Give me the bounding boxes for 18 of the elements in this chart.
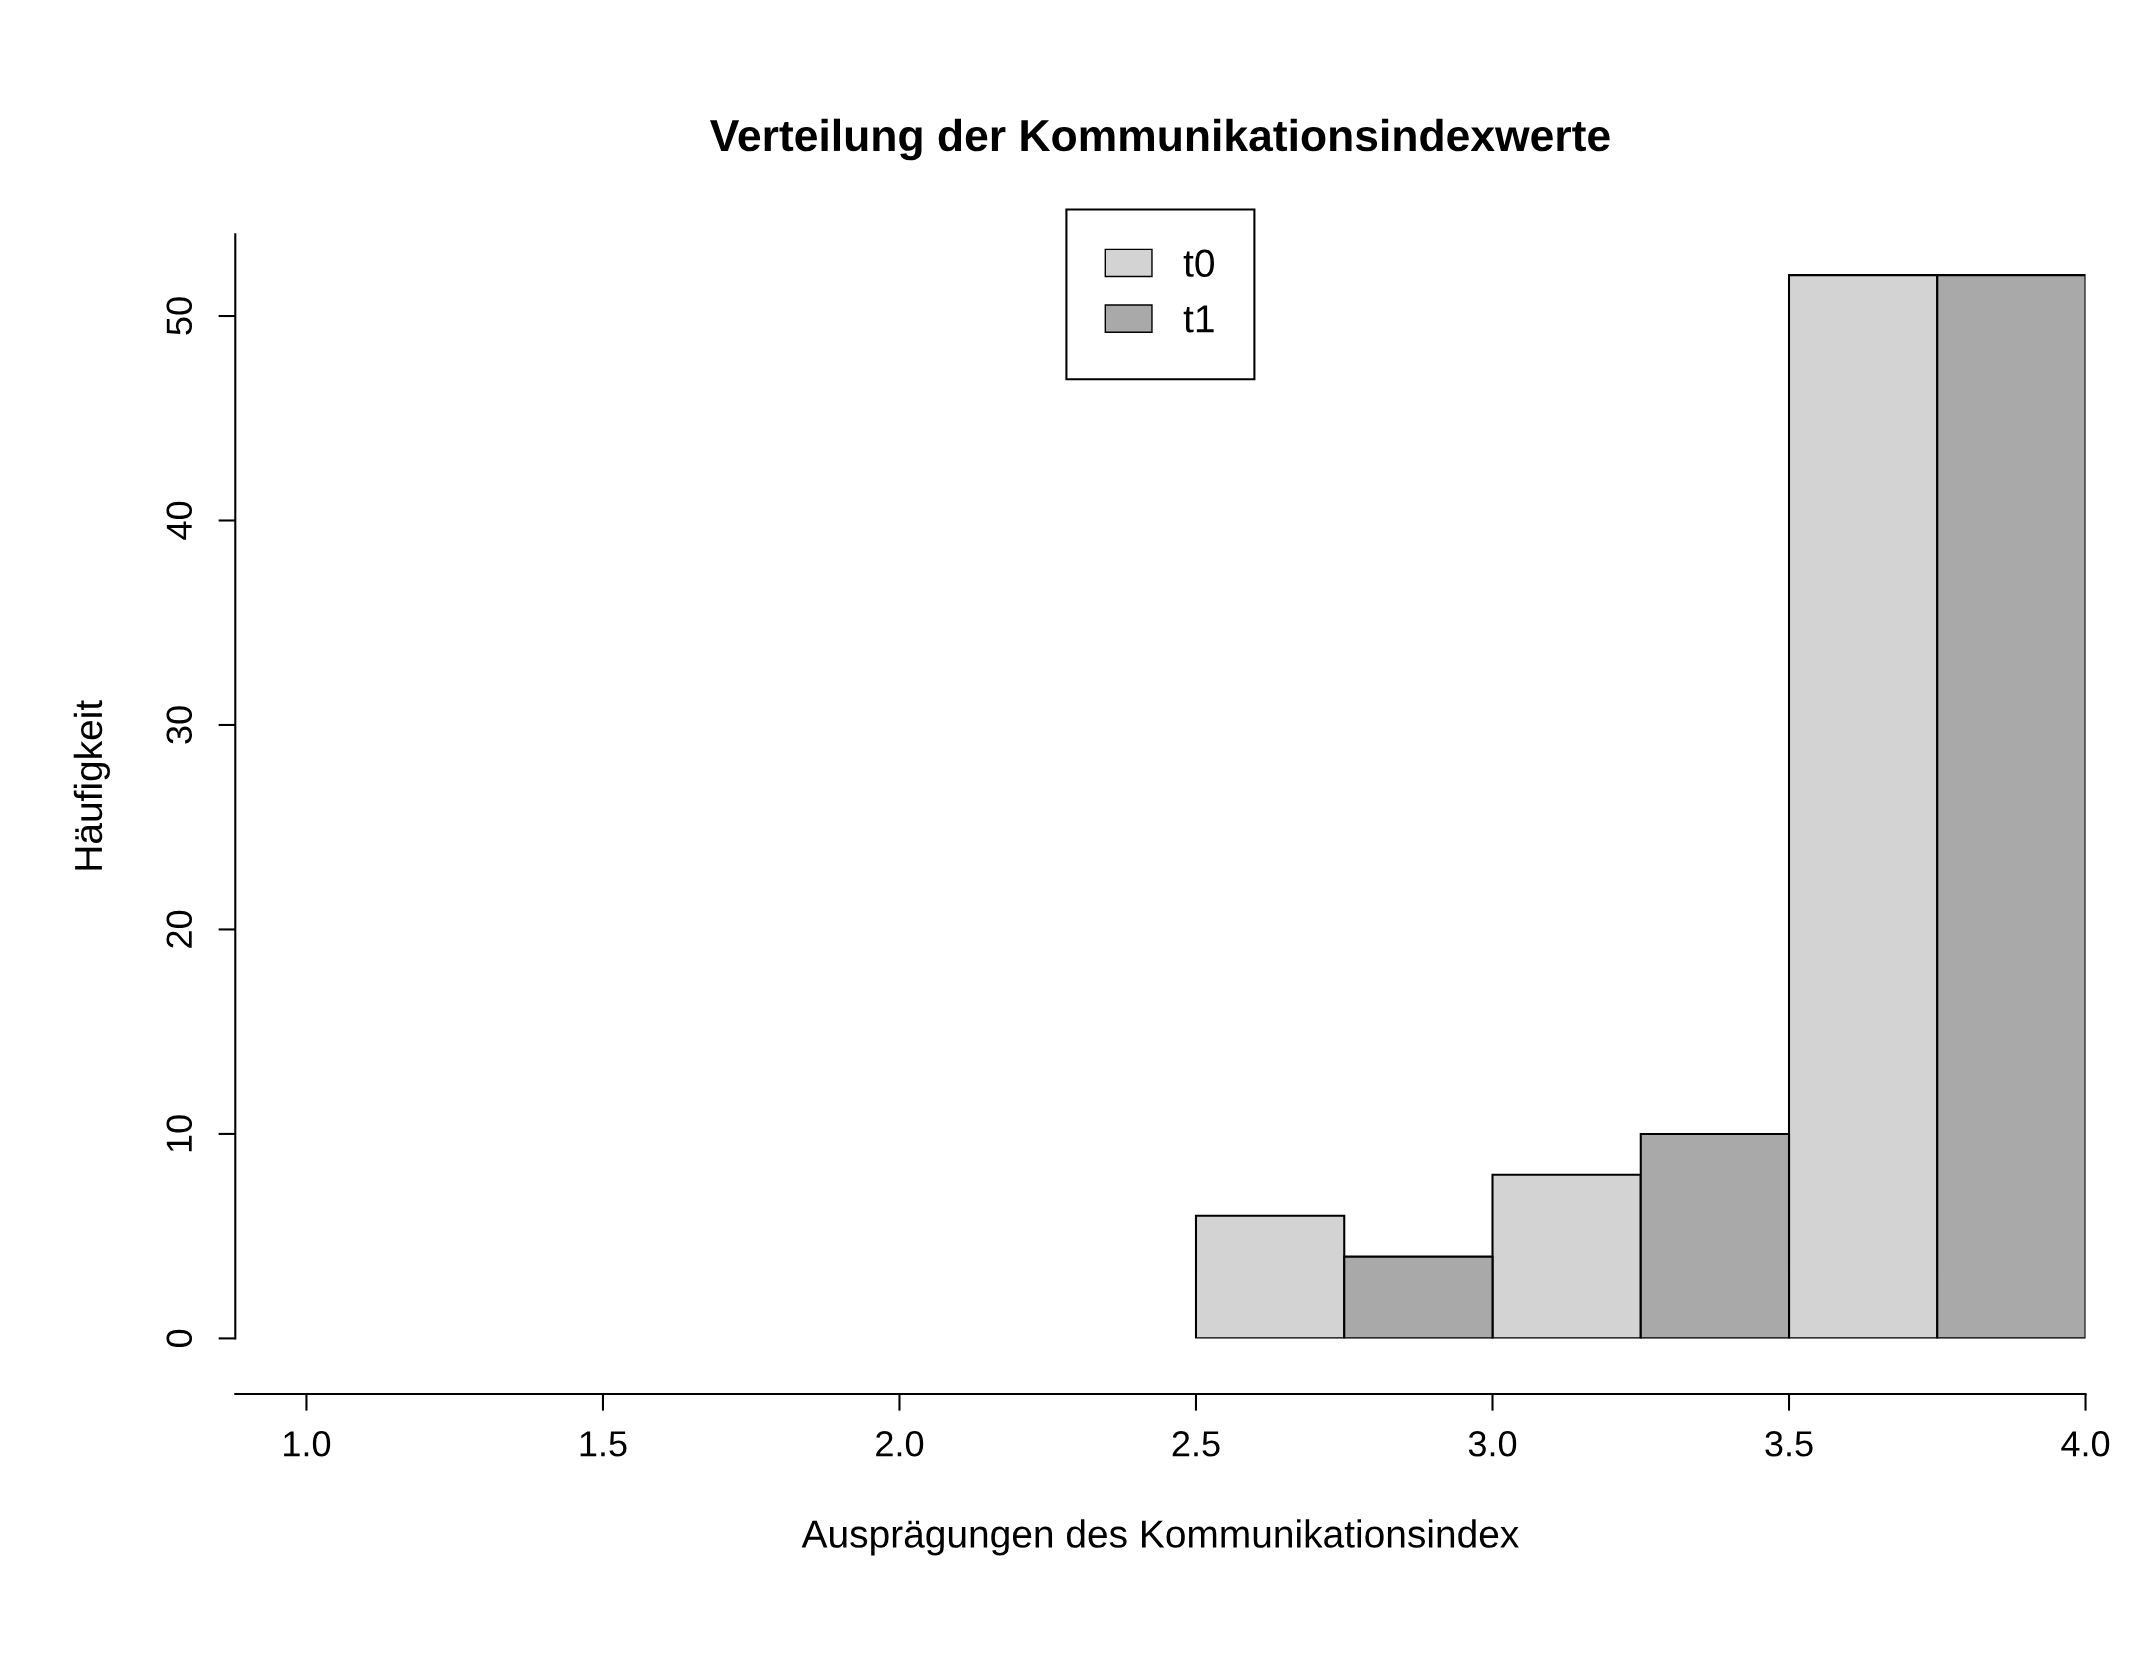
x-tick-label: 3.0 — [1468, 1431, 1517, 1457]
x-tick-label: 2.0 — [876, 1431, 924, 1457]
y-tick-label: 0 — [166, 1329, 193, 1348]
y-tick-label: 20 — [166, 910, 193, 948]
y-tick-label: 30 — [166, 706, 193, 744]
x-tick-label: 1.0 — [284, 1431, 331, 1457]
legend-label: t0 — [1183, 249, 1214, 277]
x-tick-label: 2.5 — [1172, 1431, 1220, 1457]
y-tick-label: 10 — [166, 1115, 193, 1152]
x-tick-label: 3.5 — [1765, 1431, 1813, 1457]
x-axis-title: Ausprägungen des Kommunikationsindex — [801, 1519, 1519, 1556]
y-tick-label: 50 — [166, 297, 193, 335]
legend-label: t1 — [1183, 305, 1214, 333]
y-axis-title: Häufigkeit — [73, 700, 110, 870]
y-tick-label: 40 — [166, 501, 193, 540]
x-tick-label: 4.0 — [2061, 1431, 2110, 1457]
x-tick-label: 1.5 — [580, 1431, 627, 1457]
chart-title: Verteilung der Kommunikationsindexwerte — [710, 118, 1610, 161]
